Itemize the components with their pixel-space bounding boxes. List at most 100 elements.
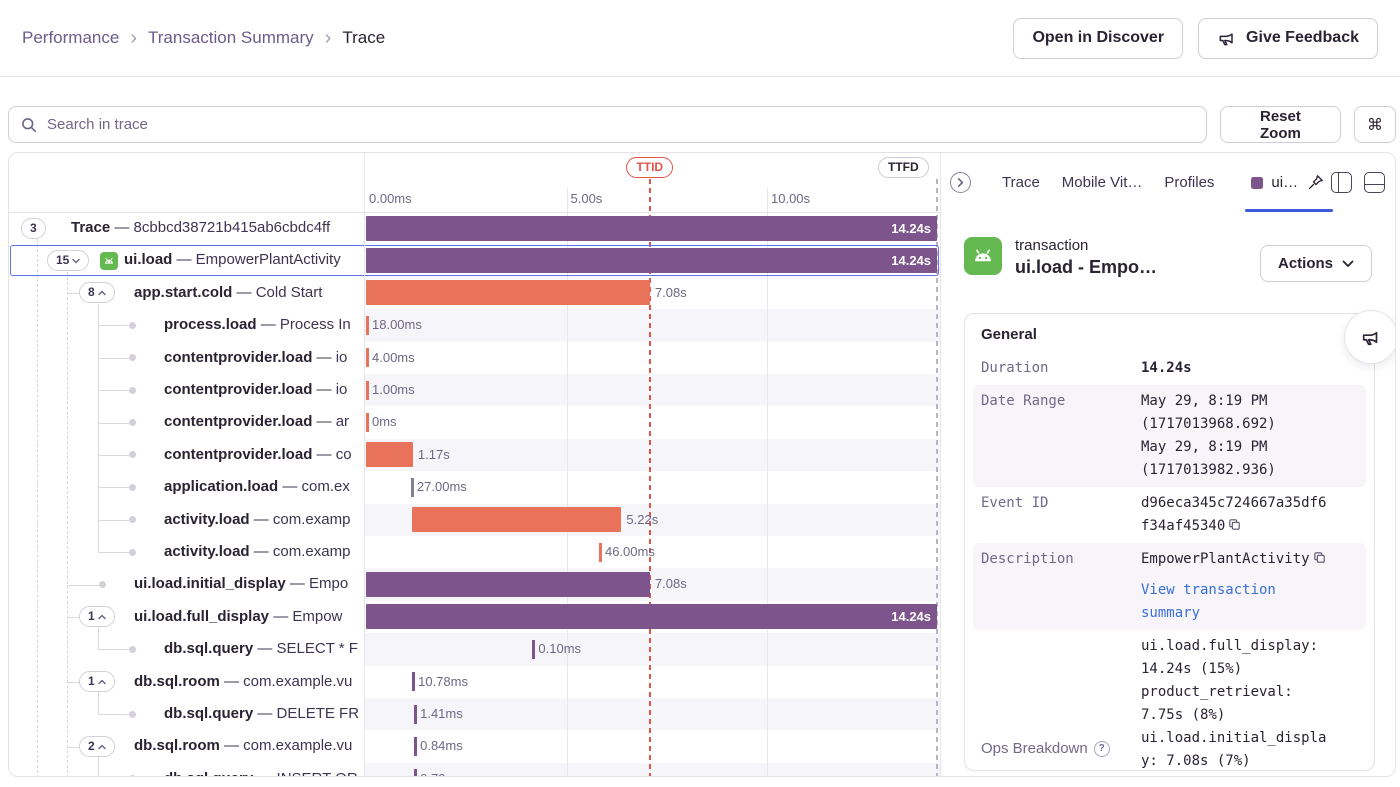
tab-mobile-vitals[interactable]: Mobile Vit… [1061, 174, 1143, 191]
span-count-badge[interactable]: 8 [79, 282, 115, 304]
span-duration-bar[interactable]: 14.24s [366, 604, 938, 630]
give-feedback-button[interactable]: Give Feedback [1198, 17, 1378, 59]
detail-row-ops-breakdown: ui.load.full_display: 14.24s (15%) product… [973, 630, 1366, 770]
span-label: Trace — 8cbbcd38721b415ab6cbdc4ff [71, 219, 331, 236]
span-duration-bar[interactable] [412, 507, 622, 533]
tree-elbow-line [98, 649, 129, 651]
trace-row-db.sql.room[interactable]: 1 db.sql.room — com.example.vu 10.78ms [9, 666, 940, 698]
trace-row-Trace[interactable]: 3 Trace — 8cbbcd38721b415ab6cbdc4ff 14.24s [9, 212, 940, 244]
trace-row-application.load[interactable]: application.load — com.ex 27.00ms [9, 471, 940, 503]
reset-zoom-button[interactable]: Reset Zoom [1219, 106, 1341, 143]
span-label: activity.load — com.examp [164, 510, 351, 528]
detail-value: d96eca345c724667a35df6 f34af45340 [1141, 495, 1327, 534]
breadcrumb-performance[interactable]: Performance [22, 28, 120, 47]
trace-row-ui.load[interactable]: 15 ui.load — EmpowerPlantActivity 14.24s [9, 244, 940, 276]
ttid-badge[interactable]: TTID [626, 157, 674, 178]
span-duration-tick[interactable] [366, 380, 369, 400]
breadcrumb-transaction-summary[interactable]: Transaction Summary [148, 28, 314, 47]
span-duration-label: 18.00ms [372, 317, 422, 333]
span-label: application.load — com.ex [164, 478, 350, 496]
trace-row-db.sql.query[interactable]: db.sql.query — SELECT * F 0.10ms [9, 633, 940, 666]
span-label: ui.load — EmpowerPlantActivity [124, 251, 341, 269]
ttfd-badge[interactable]: TTFD [878, 157, 929, 178]
trace-row-contentprovider.load[interactable]: contentprovider.load — io 1.00ms [9, 374, 940, 407]
detail-value: EmpowerPlantActivity View transaction summ… [1141, 548, 1356, 625]
help-icon[interactable]: ? [1093, 740, 1110, 757]
row-chart-cell [364, 633, 940, 666]
search-icon [20, 116, 38, 134]
actions-button[interactable]: Actions [1259, 245, 1372, 282]
open-in-discover-button[interactable]: Open in Discover [1013, 17, 1184, 59]
span-duration-tick[interactable] [532, 639, 536, 659]
trace-row-contentprovider.load[interactable]: contentprovider.load — io 4.00ms [9, 342, 940, 374]
span-duration-bar[interactable]: 14.24s [366, 215, 938, 241]
trace-row-ui.load.full_display[interactable]: 1 ui.load.full_display — Empow 14.24s [9, 601, 940, 633]
span-duration-tick[interactable] [366, 348, 369, 368]
tree-elbow-line [98, 357, 129, 359]
search-input[interactable] [47, 116, 1195, 133]
detail-label: Description [981, 551, 1074, 567]
axis-gridline [767, 187, 768, 776]
span-duration-bar[interactable] [366, 280, 650, 306]
trace-row-contentprovider.load[interactable]: contentprovider.load — ar 0ms [9, 406, 940, 438]
trace-row-app.start.cold[interactable]: 8 app.start.cold — Cold Start 7.08s [9, 277, 940, 309]
span-label: contentprovider.load — io [164, 348, 348, 366]
trace-row-contentprovider.load[interactable]: contentprovider.load — co 1.17s [9, 438, 940, 472]
shortcut-command-button[interactable]: ⌘ [1354, 106, 1396, 143]
span-count-badge[interactable]: 15 [47, 250, 90, 272]
span-duration-bar[interactable]: 14.24s [366, 248, 938, 274]
span-count-badge[interactable]: 3 [21, 217, 46, 239]
span-duration-tick[interactable] [366, 413, 369, 433]
span-duration-tick[interactable] [366, 315, 369, 335]
trace-row-db.sql.room[interactable]: 2 db.sql.room — com.example.vu 0.84ms [9, 730, 940, 762]
view-transaction-summary-link[interactable]: summary [1141, 605, 1201, 621]
span-duration-bar[interactable] [366, 442, 413, 468]
view-transaction-summary-link[interactable]: View transaction [1141, 582, 1276, 598]
layout-left-icon[interactable] [1331, 172, 1353, 193]
trace-row-activity.load[interactable]: activity.load — com.examp 5.22s [9, 503, 940, 536]
expand-drawer-button[interactable] [950, 172, 971, 193]
span-duration-label: 46.00ms [604, 544, 655, 559]
span-duration-bar[interactable] [366, 572, 650, 598]
span-duration-tick[interactable] [414, 704, 418, 724]
tree-leaf-dot [128, 354, 136, 362]
span-count-badge[interactable]: 1 [79, 606, 115, 628]
row-chart-cell [364, 374, 940, 407]
copy-icon[interactable] [1312, 550, 1327, 565]
layout-bottom-icon[interactable] [1364, 172, 1386, 193]
span-duration-tick[interactable] [598, 542, 602, 562]
span-count-badge[interactable]: 2 [79, 736, 115, 758]
row-chart-cell [364, 762, 940, 776]
tab-profiles[interactable]: Profiles [1164, 174, 1215, 191]
trace-row-activity.load[interactable]: activity.load — com.examp 46.00ms [9, 536, 940, 568]
megaphone-icon [1217, 28, 1237, 48]
trace-toolbar: Reset Zoom ⌘ [8, 106, 1396, 143]
row-chart-cell [364, 309, 940, 342]
tab-ui-load-active[interactable]: ui… [1245, 153, 1333, 212]
chevron-right-icon: › [130, 27, 137, 49]
span-duration-tick[interactable] [414, 737, 418, 757]
trace-row-db.sql.query[interactable]: db.sql.query — INSERT OR 0.70ms [9, 762, 940, 776]
detail-label: Date Range [981, 393, 1066, 409]
tree-chart-divider[interactable] [364, 153, 365, 776]
trace-row-ui.load.initial_display[interactable]: ui.load.initial_display — Empo 7.08s [9, 568, 940, 601]
span-label: app.start.cold — Cold Start [134, 283, 323, 301]
copy-icon[interactable] [1227, 517, 1242, 532]
feedback-floating-button[interactable] [1344, 310, 1395, 364]
tab-trace[interactable]: Trace [1002, 174, 1040, 191]
trace-row-process.load[interactable]: process.load — Process In 18.00ms [9, 309, 940, 342]
header-actions: Open in Discover Give Feedback [1013, 17, 1378, 59]
general-section-title: General [981, 326, 1037, 343]
span-duration-tick[interactable] [410, 477, 414, 497]
tree-leaf-dot [128, 419, 136, 427]
tree-guide-line [66, 272, 68, 776]
trace-waterfall-panel: 3 Trace — 8cbbcd38721b415ab6cbdc4ff 14.24s… [8, 152, 1396, 777]
span-duration-label: 10.78ms [418, 673, 468, 689]
span-count-badge[interactable]: 1 [79, 671, 115, 693]
row-chart-cell [364, 698, 940, 731]
pin-icon[interactable] [1306, 173, 1325, 192]
span-duration-tick[interactable] [412, 672, 416, 692]
trace-row-db.sql.query[interactable]: db.sql.query — DELETE FR 1.41ms [9, 698, 940, 731]
span-duration-tick[interactable] [414, 769, 418, 776]
